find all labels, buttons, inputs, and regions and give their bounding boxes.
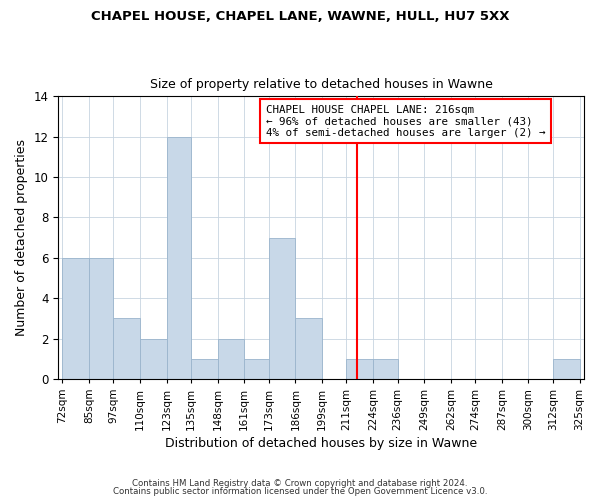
- Bar: [553, 358, 580, 379]
- Text: Contains HM Land Registry data © Crown copyright and database right 2024.: Contains HM Land Registry data © Crown c…: [132, 478, 468, 488]
- Bar: [295, 318, 322, 379]
- Bar: [89, 258, 113, 379]
- Bar: [62, 258, 89, 379]
- Text: CHAPEL HOUSE CHAPEL LANE: 216sqm
← 96% of detached houses are smaller (43)
4% of: CHAPEL HOUSE CHAPEL LANE: 216sqm ← 96% o…: [266, 105, 545, 138]
- Bar: [269, 238, 295, 379]
- Text: Contains public sector information licensed under the Open Government Licence v3: Contains public sector information licen…: [113, 487, 487, 496]
- X-axis label: Distribution of detached houses by size in Wawne: Distribution of detached houses by size …: [165, 437, 477, 450]
- Bar: [218, 338, 244, 379]
- Y-axis label: Number of detached properties: Number of detached properties: [15, 139, 28, 336]
- Bar: [113, 318, 140, 379]
- Text: CHAPEL HOUSE, CHAPEL LANE, WAWNE, HULL, HU7 5XX: CHAPEL HOUSE, CHAPEL LANE, WAWNE, HULL, …: [91, 10, 509, 23]
- Bar: [191, 358, 218, 379]
- Bar: [346, 358, 373, 379]
- Title: Size of property relative to detached houses in Wawne: Size of property relative to detached ho…: [149, 78, 493, 91]
- Bar: [373, 358, 398, 379]
- Bar: [167, 136, 191, 379]
- Bar: [140, 338, 167, 379]
- Bar: [244, 358, 269, 379]
